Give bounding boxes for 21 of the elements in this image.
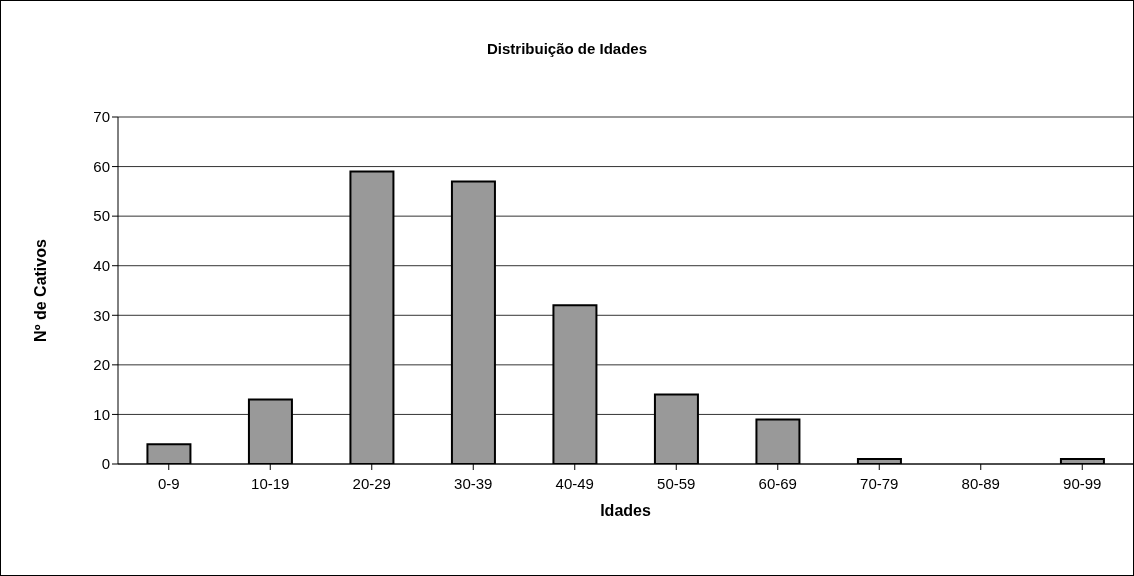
x-tick-label: 0-9	[157, 474, 180, 492]
x-tick-label: 50-59	[657, 474, 696, 492]
x-tick-label: 90-99	[1063, 474, 1102, 492]
x-tick-label: 60-69	[758, 474, 797, 492]
chart-title: Distribuição de Idades	[485, 40, 648, 57]
x-tick-label: 20-29	[352, 474, 391, 492]
y-tick-label: 50	[93, 207, 110, 225]
y-axis-title: Nº de Cativos	[31, 239, 49, 342]
y-tick-label: 60	[93, 157, 110, 175]
y-tick-label: 30	[93, 306, 110, 324]
x-tick-label: 10-19	[251, 474, 290, 492]
y-tick-label: 70	[93, 108, 110, 126]
x-tick-label: 70-79	[860, 474, 899, 492]
y-tick-label: 40	[93, 257, 110, 275]
x-axis-title: Idades	[600, 502, 651, 519]
y-tick-label: 0	[101, 455, 110, 473]
x-tick-label: 40-49	[555, 474, 594, 492]
x-tick-label: 30-39	[454, 474, 493, 492]
y-tick-label: 10	[93, 405, 110, 423]
y-tick-label: 20	[93, 356, 110, 374]
x-tick-label: 80-89	[961, 474, 1000, 492]
